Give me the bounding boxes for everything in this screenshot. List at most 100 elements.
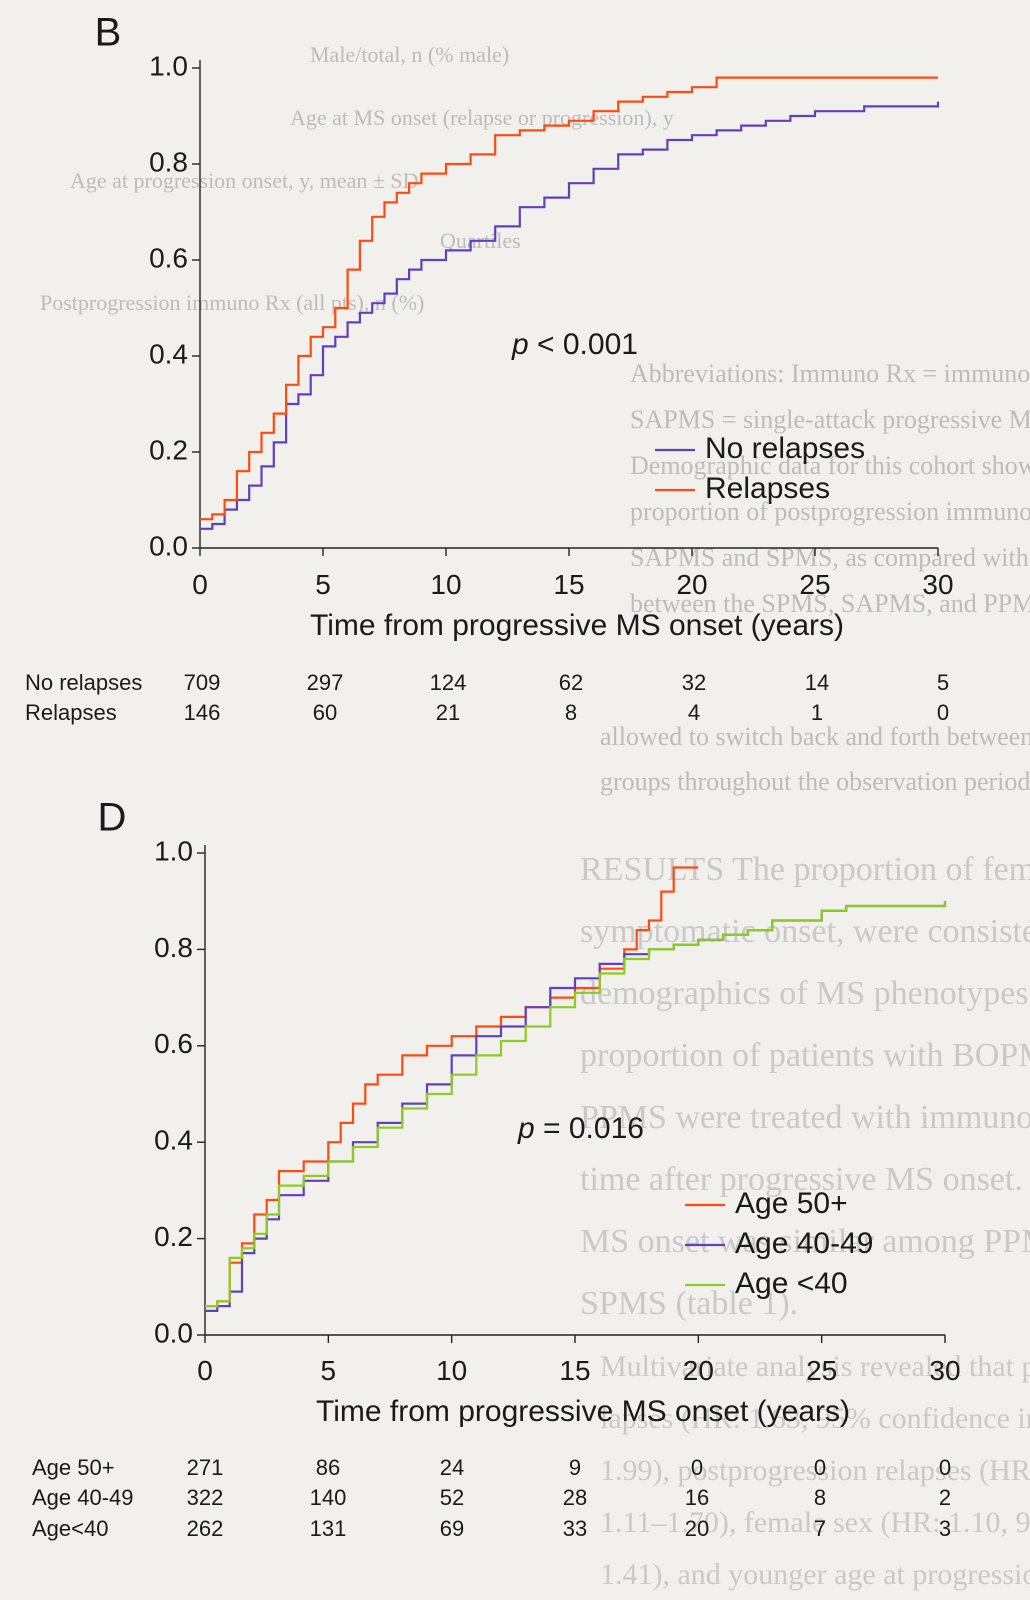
risk-table-cell: 0: [937, 700, 949, 725]
background-text-line: MS onset was similar among PPMS, S: [580, 1223, 1030, 1260]
panel-label: B: [95, 11, 122, 55]
x-tick-label: 10: [430, 569, 461, 600]
y-tick-label: 1.0: [154, 835, 193, 866]
risk-table-cell: 21: [436, 700, 460, 725]
background-text-line: allowed to switch back and forth between…: [600, 722, 1030, 751]
y-tick-label: 0.4: [149, 338, 188, 369]
risk-table-cell: 32: [682, 670, 706, 695]
x-tick-label: 5: [321, 1355, 337, 1386]
background-text-line: Multivariate analysis revealed that prep…: [600, 1350, 1030, 1383]
legend-label: Age <40: [735, 1267, 848, 1300]
background-text-line: symptomatic onset, were consistent w: [580, 913, 1030, 950]
risk-table-row-label: Relapses: [25, 700, 117, 725]
risk-table-cell: 5: [937, 670, 949, 695]
x-tick-label: 15: [553, 569, 584, 600]
x-tick-label: 0: [197, 1355, 213, 1386]
risk-table-cell: 69: [440, 1516, 464, 1541]
risk-table-cell: 52: [440, 1485, 464, 1510]
risk-table-cell: 0: [814, 1455, 826, 1480]
background-text-line: time after progressive MS onset. Age at: [580, 1161, 1030, 1198]
risk-table-cell: 709: [184, 670, 221, 695]
x-tick-label: 0: [192, 569, 208, 600]
background-text-line: 1.41), and younger age at progression on…: [600, 1558, 1030, 1591]
risk-table-cell: 140: [310, 1485, 347, 1510]
p-value-text: < 0.001: [529, 328, 638, 361]
risk-table-cell: 86: [316, 1455, 340, 1480]
legend-label: No relapses: [705, 432, 865, 465]
km-curve-age-50-: [205, 866, 699, 1308]
risk-table-row-label: Age 50+: [32, 1455, 115, 1480]
y-tick-label: 0.0: [154, 1317, 193, 1348]
y-tick-label: 0.4: [154, 1125, 193, 1156]
y-tick-label: 0.6: [149, 242, 188, 273]
x-tick-label: 10: [436, 1355, 467, 1386]
background-text-line: between the SPMS, SAPMS, and PPMS groups…: [630, 589, 1030, 618]
risk-table-cell: 124: [430, 670, 467, 695]
legend-label: Age 40-49: [735, 1227, 873, 1260]
risk-table-cell: 2: [939, 1485, 951, 1510]
risk-table-cell: 297: [307, 670, 344, 695]
y-tick-label: 0.2: [149, 434, 188, 465]
background-text-line: groups throughout the observation period…: [600, 767, 1030, 796]
y-tick-label: 1.0: [149, 50, 188, 81]
risk-table-row-label: Age<40: [32, 1516, 108, 1541]
p-value-symbol: p: [517, 1112, 535, 1145]
y-tick-label: 0.6: [154, 1028, 193, 1059]
risk-table-cell: 16: [685, 1485, 709, 1510]
background-text-line: Abbreviations: Immuno Rx = immunomodulat…: [630, 359, 1030, 388]
background-text-line: 1.11–1.70), female sex (HR: 1.10, 95%: [600, 1506, 1030, 1539]
p-value-annotation: p = 0.016: [517, 1112, 644, 1145]
x-tick-label: 30: [922, 569, 953, 600]
background-text-line: Male/total, n (% male): [310, 42, 509, 67]
y-tick-label: 0.0: [149, 530, 188, 561]
risk-table-cell: 1: [811, 700, 823, 725]
risk-table-cell: 60: [313, 700, 337, 725]
risk-table-cell: 146: [184, 700, 221, 725]
legend-label: Age 50+: [735, 1187, 848, 1220]
risk-table-cell: 33: [563, 1516, 587, 1541]
risk-table-cell: 8: [565, 700, 577, 725]
risk-table-cell: 24: [440, 1455, 464, 1480]
risk-table-cell: 3: [939, 1516, 951, 1541]
x-tick-label: 5: [315, 569, 331, 600]
y-tick-label: 0.8: [149, 146, 188, 177]
risk-table-cell: 262: [187, 1516, 224, 1541]
panel-label: D: [98, 796, 127, 840]
risk-table-cell: 14: [805, 670, 829, 695]
risk-table-cell: 62: [559, 670, 583, 695]
risk-table-cell: 322: [187, 1485, 224, 1510]
background-text-line: SAPMS = single-attack progressive MS; SP…: [630, 405, 1030, 434]
x-tick-label: 25: [799, 569, 830, 600]
x-tick-label: 20: [676, 569, 707, 600]
x-tick-label: 30: [929, 1355, 960, 1386]
background-text-line: lapses (HR: 1.63, 95% confidence interva…: [600, 1402, 1030, 1435]
background-text-line: proportion of postprogression immunomodu…: [630, 497, 1030, 526]
risk-table-cell: 9: [569, 1455, 581, 1480]
background-text-line: Postprogression immuno Rx (all pts), n (…: [40, 290, 424, 315]
km-curve-no-relapses: [200, 101, 940, 530]
km-curve-age-40: [205, 901, 947, 1308]
risk-table-cell: 8: [814, 1485, 826, 1510]
background-text-line: demographics of MS phenotypes (table: [580, 975, 1030, 1012]
x-axis-title: Time from progressive MS onset (years): [310, 609, 844, 642]
risk-table-cell: 0: [691, 1455, 703, 1480]
risk-table-cell: 0: [939, 1455, 951, 1480]
risk-table-row-label: Age 40-49: [32, 1485, 134, 1510]
x-tick-label: 25: [806, 1355, 837, 1386]
background-text-line: proportion of patients with BOPMS co: [580, 1037, 1030, 1074]
legend-label: Relapses: [705, 472, 830, 505]
risk-table-cell: 4: [688, 700, 700, 725]
risk-table-cell: 7: [814, 1516, 826, 1541]
background-text-line: SPMS (table 1).: [580, 1285, 798, 1322]
y-tick-label: 0.2: [154, 1221, 193, 1252]
background-text-line: Age at MS onset (relapse or progression)…: [290, 105, 674, 130]
background-text-line: Age at progression onset, y, mean ± SD: [70, 168, 419, 193]
risk-table-cell: 20: [685, 1516, 709, 1541]
background-text-line: 1.99), postprogression relapses (HR: 1.3…: [600, 1454, 1030, 1487]
